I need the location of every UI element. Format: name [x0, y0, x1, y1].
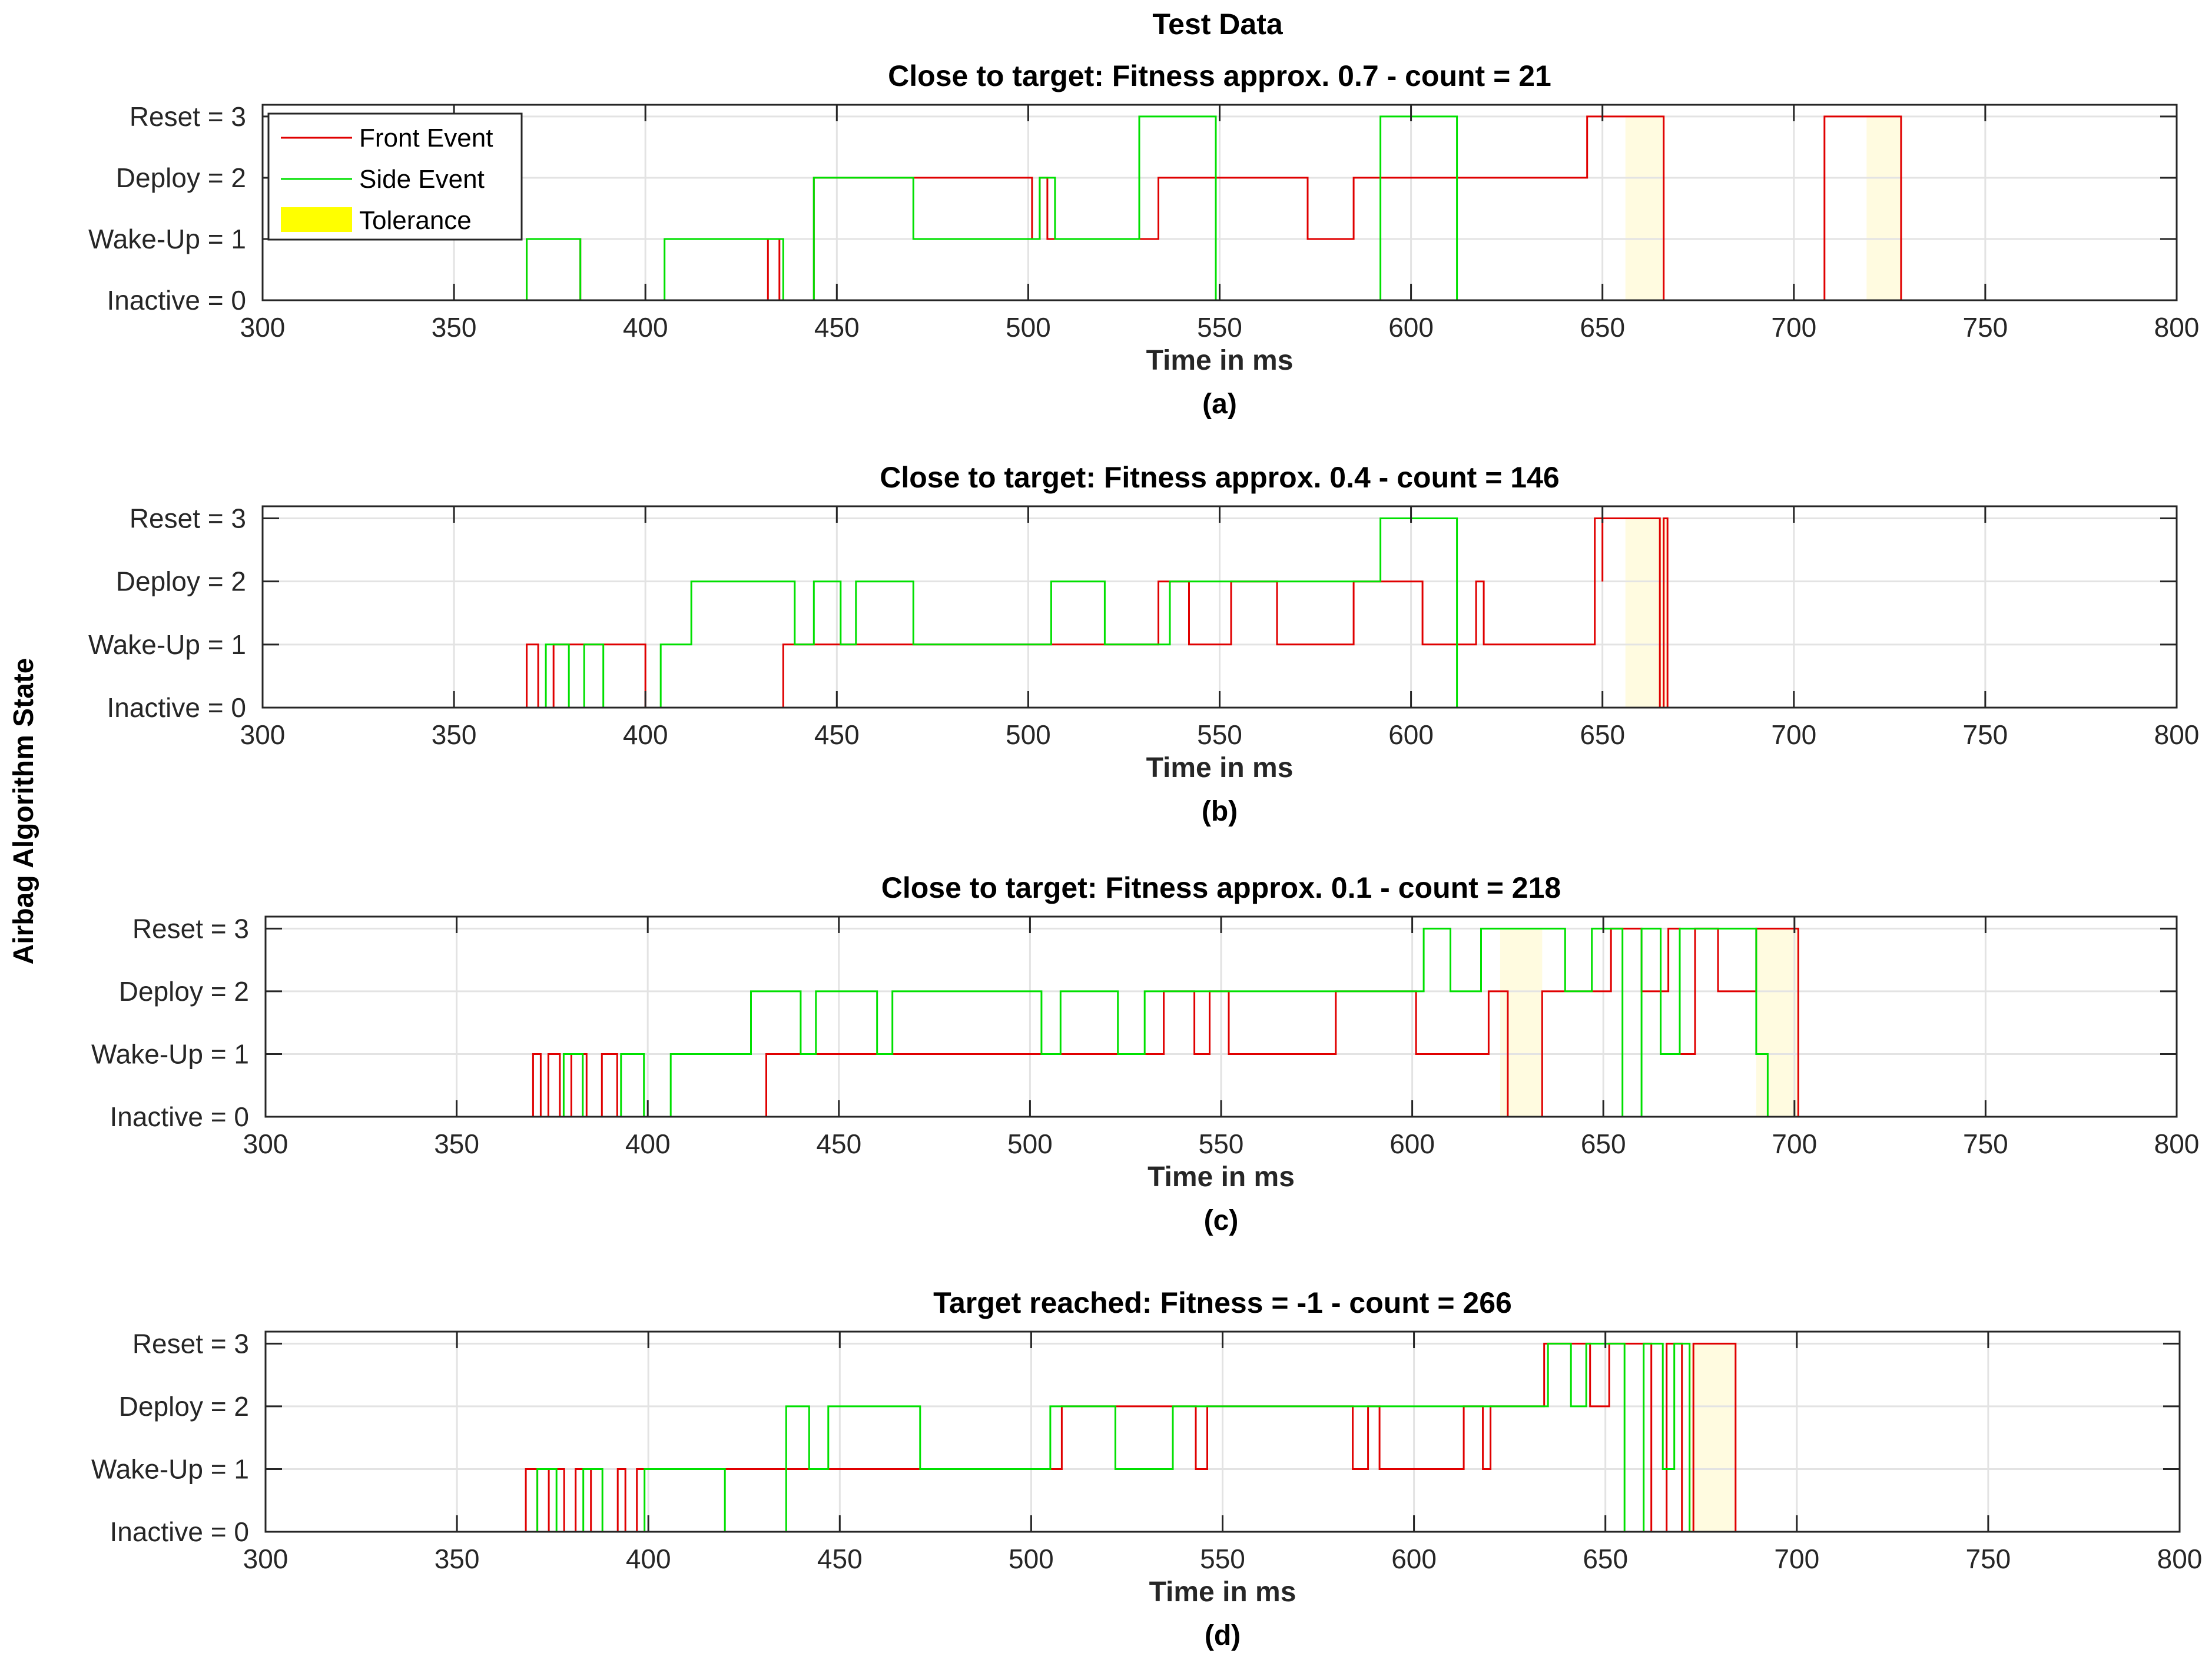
chart-caption: (a): [1202, 389, 1237, 420]
x-tick-label: 300: [240, 719, 286, 750]
y-tick-label: Wake-Up = 1: [88, 629, 246, 660]
chart-title: Close to target: Fitness approx. 0.1 - c…: [881, 871, 1561, 904]
x-tick-label: 600: [1388, 312, 1434, 343]
x-tick-label: 800: [2157, 1544, 2203, 1574]
x-axis-label: Time in ms: [1146, 345, 1294, 376]
x-tick-label: 450: [814, 312, 860, 343]
x-tick-label: 700: [1772, 1129, 1817, 1159]
x-tick-label: 650: [1580, 719, 1625, 750]
x-tick-label: 500: [1007, 1129, 1053, 1159]
x-tick-label: 550: [1200, 1544, 1245, 1574]
x-tick-label: 600: [1389, 1129, 1435, 1159]
series-side-event: [266, 1342, 2180, 1533]
x-tick-label: 400: [625, 1129, 671, 1159]
chart-caption: (d): [1205, 1620, 1241, 1651]
chart-caption: (c): [1204, 1205, 1239, 1236]
x-tick-label: 500: [1006, 312, 1051, 343]
y-tick-label: Inactive = 0: [107, 692, 246, 723]
chart-panel-2: 300 350 400 450 500 550 600 650 700 750 800 Inactiv…: [91, 871, 2199, 1236]
x-tick-label: 600: [1388, 719, 1434, 750]
x-tick-label: 700: [1771, 312, 1816, 343]
x-axis-label: Time in ms: [1146, 752, 1294, 784]
tolerance-band: [1756, 928, 1799, 1117]
y-tick-label: Deploy = 2: [116, 162, 246, 193]
x-tick-label: 700: [1771, 719, 1816, 750]
x-tick-label: 450: [817, 1544, 863, 1574]
x-tick-label: 450: [814, 719, 860, 750]
y-tick-label: Inactive = 0: [110, 1516, 249, 1547]
x-tick-label: 350: [432, 719, 477, 750]
chart-title: Close to target: Fitness approx. 0.4 - c…: [880, 461, 1559, 494]
chart-title: Target reached: Fitness = -1 - count = 2…: [933, 1286, 1512, 1319]
x-tick-label: 700: [1774, 1544, 1819, 1574]
x-tick-label: 800: [2154, 1129, 2200, 1159]
x-tick-label: 300: [243, 1544, 288, 1574]
figure-suptitle: Test Data: [1152, 8, 1284, 41]
chart-panel-1: 300 350 400 450 500 550 600 650 700 750 800 Inactiv…: [88, 461, 2199, 827]
x-axis-label: Time in ms: [1148, 1161, 1295, 1193]
tolerance-band: [1866, 116, 1901, 301]
x-tick-label: 350: [432, 312, 477, 343]
y-tick-label: Inactive = 0: [110, 1101, 249, 1132]
legend-swatch-tolerance: [281, 207, 352, 232]
x-tick-label: 650: [1581, 1129, 1626, 1159]
legend-label-side: Side Event: [359, 165, 485, 194]
y-tick-label: Reset = 3: [130, 503, 246, 534]
x-tick-label: 400: [626, 1544, 671, 1574]
tolerance-band: [1689, 1343, 1736, 1532]
y-tick-label: Deploy = 2: [119, 1391, 249, 1422]
x-tick-label: 350: [435, 1544, 480, 1574]
x-tick-label: 800: [2154, 312, 2200, 343]
x-tick-label: 400: [623, 312, 668, 343]
panels: 300 350 400 450 500 550 600 650 700 750 800 Inactiv…: [88, 59, 2202, 1651]
x-tick-label: 350: [434, 1129, 479, 1159]
tolerance-band: [1500, 928, 1543, 1117]
series-side-event: [263, 517, 2177, 709]
chart-panel-0: 300 350 400 450 500 550 600 650 700 750 800 Inactiv…: [88, 59, 2199, 420]
series-front-event: [263, 517, 2177, 709]
x-tick-label: 550: [1197, 719, 1242, 750]
x-tick-label: 750: [1963, 1129, 2008, 1159]
x-tick-label: 550: [1199, 1129, 1244, 1159]
x-tick-label: 500: [1006, 719, 1051, 750]
x-tick-label: 400: [623, 719, 668, 750]
tolerance-band: [1625, 116, 1664, 301]
shared-ylabel: Airbag Algorithm State: [8, 658, 39, 965]
chart-caption: (b): [1202, 796, 1238, 827]
x-tick-label: 650: [1580, 312, 1625, 343]
y-tick-label: Reset = 3: [132, 1328, 249, 1359]
y-tick-label: Deploy = 2: [119, 976, 249, 1007]
chart-panel-3: 300 350 400 450 500 550 600 650 700 750 800 Inactiv…: [91, 1286, 2202, 1651]
y-tick-label: Reset = 3: [132, 913, 249, 944]
y-tick-label: Reset = 3: [130, 101, 246, 132]
x-tick-label: 600: [1391, 1544, 1437, 1574]
x-tick-label: 800: [2154, 719, 2200, 750]
x-axis-label: Time in ms: [1149, 1577, 1296, 1608]
x-tick-label: 750: [1963, 719, 2008, 750]
x-tick-label: 550: [1197, 312, 1242, 343]
y-tick-label: Wake-Up = 1: [91, 1038, 249, 1069]
x-tick-label: 300: [243, 1129, 288, 1159]
y-tick-label: Inactive = 0: [107, 285, 246, 316]
x-tick-label: 500: [1009, 1544, 1054, 1574]
x-tick-label: 450: [816, 1129, 861, 1159]
y-tick-label: Wake-Up = 1: [91, 1453, 249, 1484]
x-tick-label: 750: [1966, 1544, 2011, 1574]
x-tick-label: 650: [1583, 1544, 1628, 1574]
legend-label-front: Front Event: [359, 124, 493, 152]
y-tick-label: Deploy = 2: [116, 566, 246, 597]
y-tick-label: Wake-Up = 1: [88, 224, 246, 254]
x-tick-label: 300: [240, 312, 286, 343]
legend: Front Event Side Event Tolerance: [267, 112, 523, 241]
x-tick-label: 750: [1963, 312, 2008, 343]
chart-title: Close to target: Fitness approx. 0.7 - c…: [888, 59, 1551, 92]
tolerance-band: [1625, 518, 1668, 708]
legend-label-tolerance: Tolerance: [359, 206, 472, 235]
